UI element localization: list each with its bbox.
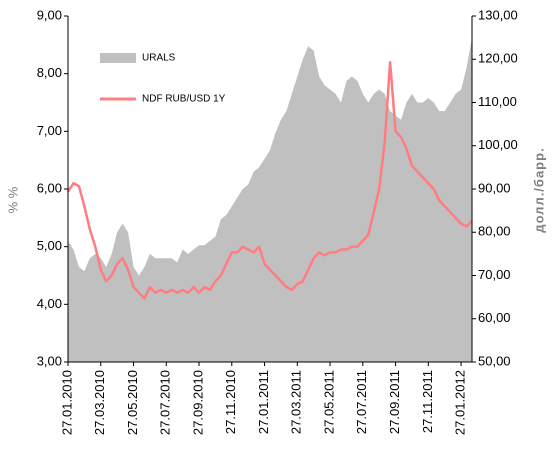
legend-swatch [100, 53, 136, 63]
y2-tick-label: 130,00 [478, 7, 518, 22]
x-tick-label: 27.09.2010 [190, 370, 205, 435]
y-axis-label: % % [5, 186, 20, 213]
y2-tick-label: 70,00 [478, 267, 511, 282]
x-tick-label: 27.01.2011 [256, 370, 271, 434]
x-tick-label: 27.07.2010 [158, 370, 173, 435]
x-tick-label: 27.05.2011 [321, 370, 336, 434]
x-tick-label: 27.11.2010 [223, 370, 238, 434]
y2-tick-label: 60,00 [478, 310, 511, 325]
legend-label: URALS [142, 53, 176, 64]
y2-axis-label: долл./барр. [531, 147, 546, 232]
x-tick-label: 27.03.2010 [92, 370, 107, 435]
y2-tick-label: 100,00 [478, 137, 518, 152]
x-tick-label: 27.01.2010 [59, 370, 74, 435]
area [68, 37, 472, 362]
x-tick-label: 27.11.2011 [420, 370, 435, 433]
legend-label: NDF RUB/USD 1Y [142, 94, 226, 105]
x-tick-label: 27.01.2012 [453, 370, 468, 435]
y-tick-label: 3,00 [37, 353, 62, 368]
y2-tick-label: 110,00 [478, 94, 517, 109]
x-tick-label: 27.09.2011 [387, 370, 402, 434]
y-tick-label: 7,00 [37, 123, 62, 138]
y-tick-label: 5,00 [37, 238, 62, 253]
y-tick-label: 8,00 [37, 65, 62, 80]
y2-tick-label: 80,00 [478, 224, 511, 239]
line [66, 60, 473, 300]
y-tick-label: 4,00 [37, 296, 62, 311]
y-tick-label: 9,00 [37, 7, 62, 22]
x-tick-label: 27.03.2011 [289, 370, 304, 434]
y2-tick-label: 90,00 [478, 180, 511, 195]
x-tick-label: 27.07.2011 [354, 370, 369, 434]
y2-tick-label: 120,00 [478, 51, 518, 66]
y-tick-label: 6,00 [37, 180, 62, 195]
y2-tick-label: 50,00 [478, 353, 511, 368]
x-tick-label: 27.05.2010 [125, 370, 140, 435]
